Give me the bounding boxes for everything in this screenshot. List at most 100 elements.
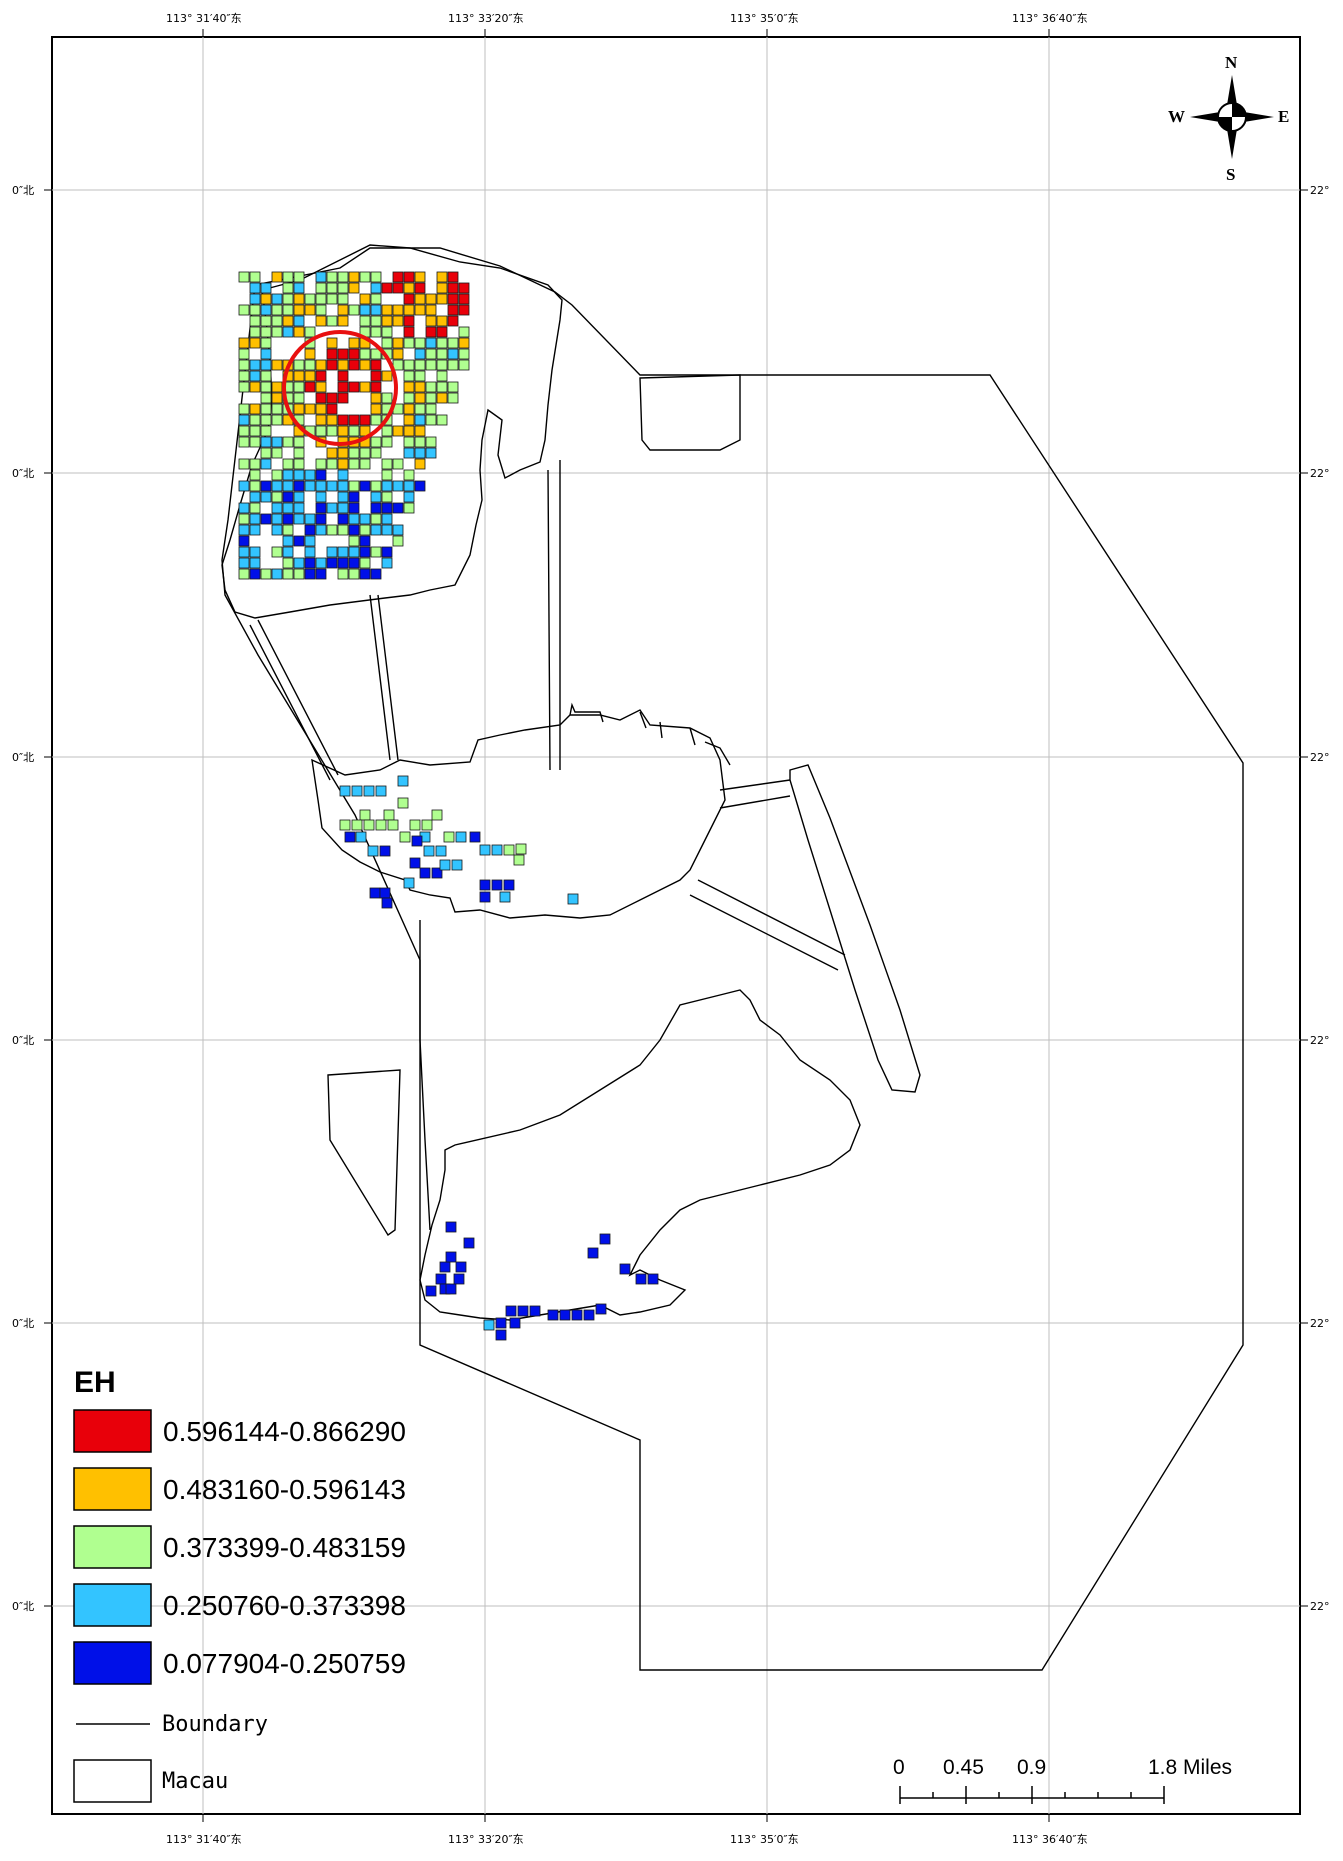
eh-cell xyxy=(359,293,371,305)
eh-cell xyxy=(392,271,404,283)
compass-north-label: N xyxy=(1225,53,1238,72)
eh-cell xyxy=(348,568,360,580)
eh-cell xyxy=(425,403,437,415)
eh-cell xyxy=(282,502,294,514)
eh-cell xyxy=(469,831,481,843)
lon-label-bottom-1: 113° 31′40″东 xyxy=(166,1833,242,1846)
eh-cell xyxy=(370,392,382,404)
eh-cell xyxy=(359,513,371,525)
eh-cell xyxy=(439,1261,451,1273)
eh-cell xyxy=(414,271,426,283)
eh-cell xyxy=(359,271,371,283)
eh-cell xyxy=(359,447,371,459)
eh-cell xyxy=(436,293,448,305)
eh-cell xyxy=(381,458,393,470)
eh-cell xyxy=(359,568,371,580)
eh-cell xyxy=(337,414,349,426)
eh-cell xyxy=(381,326,393,338)
lat-label-right-1: 22° xyxy=(1310,184,1330,197)
eh-cell xyxy=(392,425,404,437)
eh-cell xyxy=(249,469,261,481)
eh-cell xyxy=(348,447,360,459)
eh-cell xyxy=(260,480,272,492)
eh-cell xyxy=(293,282,305,294)
eh-cell xyxy=(403,480,415,492)
eh-cell xyxy=(359,557,371,569)
eh-cell xyxy=(370,348,382,360)
lat-label-left-2: 0″北 xyxy=(12,467,34,480)
legend-swatch-5 xyxy=(73,1641,152,1685)
eh-cell xyxy=(326,403,338,415)
eh-cell xyxy=(271,546,283,558)
eh-cell xyxy=(559,1309,571,1321)
eh-cell xyxy=(359,304,371,316)
eh-cell xyxy=(414,392,426,404)
eh-cell xyxy=(344,831,356,843)
eh-cell xyxy=(326,524,338,536)
eh-cell xyxy=(282,458,294,470)
eh-cell xyxy=(337,425,349,437)
eh-cell xyxy=(463,1237,475,1249)
eh-cell xyxy=(455,1261,467,1273)
eh-cell xyxy=(315,293,327,305)
eh-cell xyxy=(425,1285,437,1297)
eh-cell xyxy=(304,293,316,305)
eh-cell xyxy=(304,568,316,580)
eh-cell xyxy=(435,1273,447,1285)
eh-cell xyxy=(348,337,360,349)
eh-cell xyxy=(238,370,250,382)
eh-cell xyxy=(513,854,525,866)
eh-cell xyxy=(315,392,327,404)
eh-cell xyxy=(348,282,360,294)
eh-cell xyxy=(282,326,294,338)
lat-label-left-5: 0″北 xyxy=(12,1317,34,1330)
legend-class-label-5: 0.077904-0.250759 xyxy=(163,1648,406,1679)
eh-cell xyxy=(304,381,316,393)
eh-cell xyxy=(304,304,316,316)
eh-cell xyxy=(271,436,283,448)
eh-cell xyxy=(392,502,404,514)
eh-cell xyxy=(458,326,470,338)
eh-cell xyxy=(370,524,382,536)
eh-cell xyxy=(249,381,261,393)
eh-cell xyxy=(414,282,426,294)
scale-tick-09: 0.9 xyxy=(1017,1756,1046,1779)
eh-cell xyxy=(348,359,360,371)
eh-cell xyxy=(249,458,261,470)
eh-cell xyxy=(403,469,415,481)
eh-cell xyxy=(370,271,382,283)
eh-cell xyxy=(260,293,272,305)
eh-cell xyxy=(370,546,382,558)
eh-cell xyxy=(370,480,382,492)
outer-harbour-reclaim xyxy=(639,374,741,451)
eh-cell xyxy=(238,524,250,536)
eh-cell xyxy=(282,469,294,481)
eh-cell xyxy=(436,414,448,426)
eh-cell xyxy=(381,370,393,382)
eh-cell xyxy=(458,304,470,316)
eh-cell xyxy=(495,1329,507,1341)
legend-class-label-2: 0.483160-0.596143 xyxy=(163,1474,406,1505)
eh-cell xyxy=(304,469,316,481)
eh-cell xyxy=(304,524,316,536)
eh-cell xyxy=(337,293,349,305)
eh-cell xyxy=(458,337,470,349)
eh-cell xyxy=(293,326,305,338)
lat-label-left-1: 0″北 xyxy=(12,184,34,197)
eh-cell xyxy=(436,392,448,404)
eh-cell xyxy=(348,348,360,360)
eh-cell xyxy=(304,359,316,371)
eh-cell xyxy=(458,348,470,360)
eh-cell xyxy=(411,835,423,847)
eh-cell xyxy=(337,502,349,514)
eh-cell xyxy=(436,348,448,360)
eh-cell xyxy=(337,447,349,459)
legend-class-list: 0.596144-0.866290 0.483160-0.596143 0.3733… xyxy=(73,1409,406,1685)
eh-cell xyxy=(315,425,327,437)
eh-cell xyxy=(249,403,261,415)
eh-cell xyxy=(509,1317,521,1329)
eh-cell xyxy=(447,304,459,316)
eh-cell xyxy=(414,480,426,492)
eh-cell xyxy=(238,458,250,470)
eh-cell xyxy=(359,315,371,327)
